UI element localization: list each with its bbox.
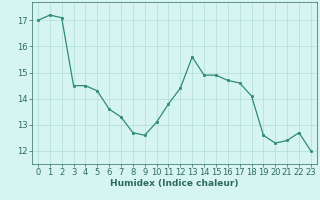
X-axis label: Humidex (Indice chaleur): Humidex (Indice chaleur): [110, 179, 239, 188]
